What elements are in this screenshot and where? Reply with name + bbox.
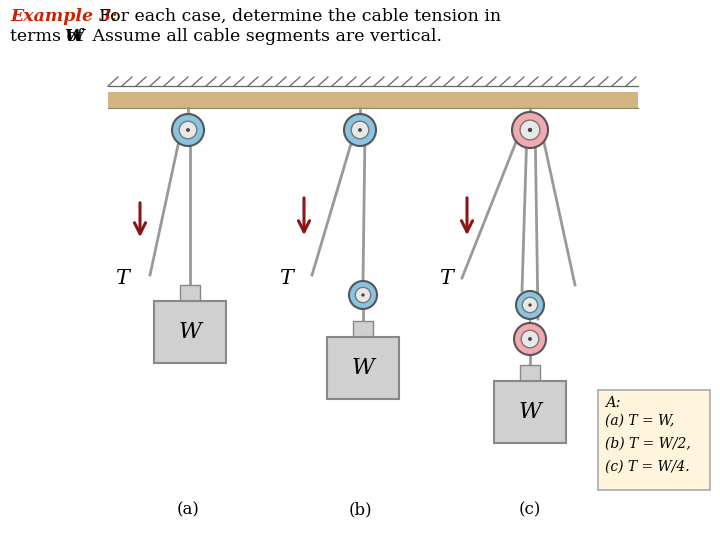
Bar xyxy=(598,390,710,490)
Circle shape xyxy=(344,114,376,146)
Text: .  Assume all cable segments are vertical.: . Assume all cable segments are vertical… xyxy=(76,28,442,45)
Circle shape xyxy=(528,303,531,307)
Text: W: W xyxy=(179,321,202,343)
Circle shape xyxy=(516,291,544,319)
Text: terms of: terms of xyxy=(10,28,89,45)
Text: (c) T = W/4.: (c) T = W/4. xyxy=(605,460,690,474)
Bar xyxy=(520,365,540,381)
Text: For each case, determine the cable tension in: For each case, determine the cable tensi… xyxy=(88,8,501,25)
Bar xyxy=(327,337,399,399)
Text: T: T xyxy=(279,268,293,287)
Bar xyxy=(180,285,200,301)
Circle shape xyxy=(186,128,190,132)
Text: T: T xyxy=(439,268,453,287)
Circle shape xyxy=(528,128,532,132)
Circle shape xyxy=(522,298,538,313)
Bar xyxy=(154,301,226,363)
Text: Example 3:: Example 3: xyxy=(10,8,117,25)
Text: (c): (c) xyxy=(519,502,541,518)
Text: W: W xyxy=(64,28,84,45)
Circle shape xyxy=(355,287,371,303)
Circle shape xyxy=(349,281,377,309)
Circle shape xyxy=(512,112,548,148)
Circle shape xyxy=(179,121,197,139)
Circle shape xyxy=(528,337,532,341)
Text: (a): (a) xyxy=(176,502,199,518)
Bar xyxy=(494,381,566,443)
Text: (b) T = W/2,: (b) T = W/2, xyxy=(605,437,690,451)
Text: (a) T = W,: (a) T = W, xyxy=(605,414,674,428)
Text: W: W xyxy=(518,401,541,423)
Circle shape xyxy=(521,330,539,348)
Text: T: T xyxy=(115,268,129,287)
Bar xyxy=(108,92,638,108)
Circle shape xyxy=(520,120,540,140)
Circle shape xyxy=(172,114,204,146)
Circle shape xyxy=(358,128,362,132)
Circle shape xyxy=(361,293,365,296)
Text: (b): (b) xyxy=(348,502,372,518)
Text: W: W xyxy=(351,357,374,379)
Circle shape xyxy=(351,121,369,139)
Circle shape xyxy=(514,323,546,355)
Text: A:: A: xyxy=(605,396,621,410)
Bar xyxy=(353,321,373,337)
